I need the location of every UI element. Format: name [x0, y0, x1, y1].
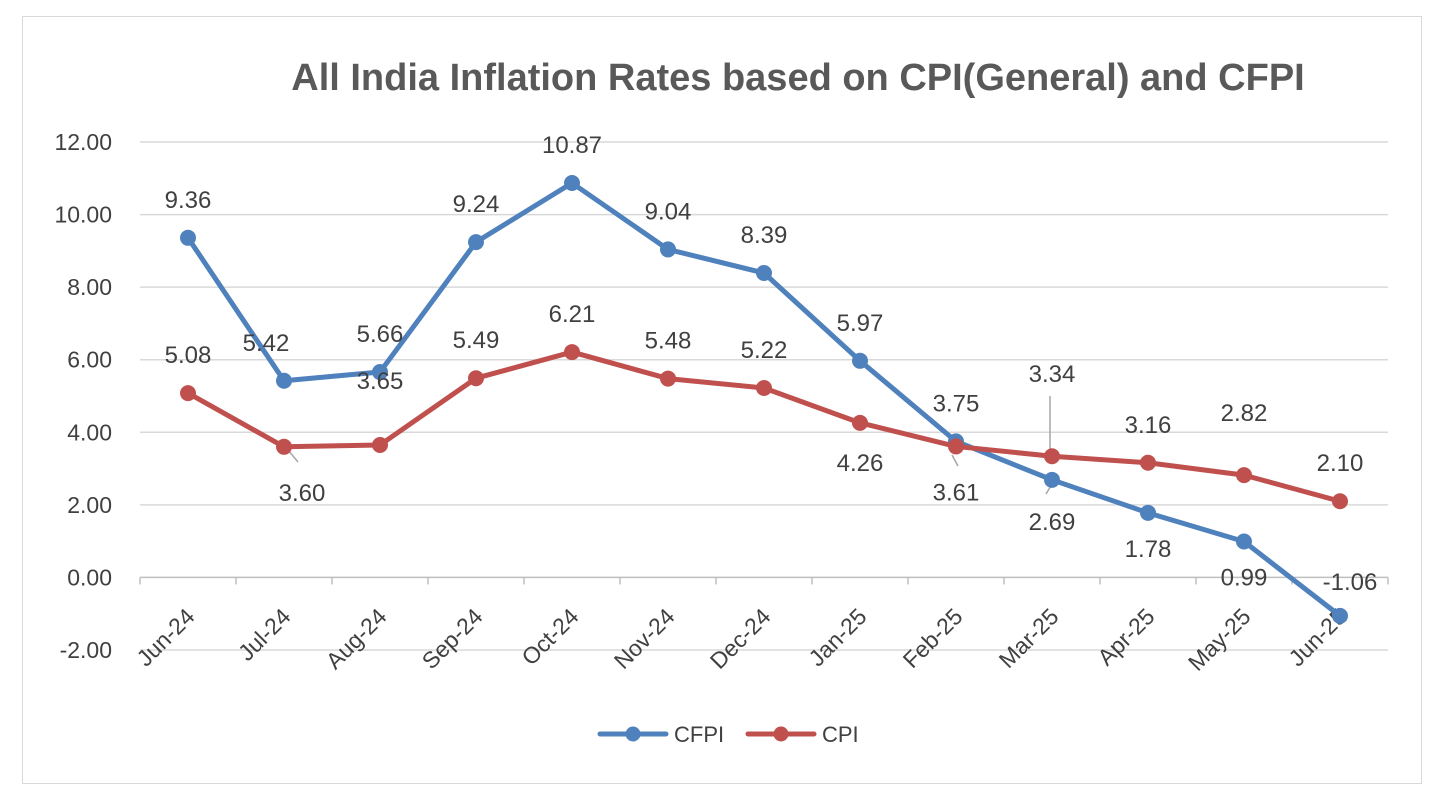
data-label-cfpi: 1.78 [1125, 536, 1172, 563]
data-label-cpi: 3.65 [357, 368, 404, 395]
data-point-cfpi [180, 229, 196, 246]
x-tick-label: Feb-25 [898, 603, 968, 673]
data-point-cfpi [660, 241, 676, 258]
data-label-cpi: 2.10 [1317, 450, 1364, 477]
data-label-cpi: 4.26 [837, 450, 884, 477]
data-label-cfpi: 2.69 [1029, 509, 1076, 536]
data-point-cpi [372, 436, 388, 453]
x-tick-label: Jun-24 [131, 603, 199, 671]
data-point-cfpi [276, 372, 292, 389]
x-tick-label: Oct-24 [516, 603, 583, 670]
legend-label-cfpi: CFPI [674, 722, 724, 747]
data-point-cpi [180, 385, 196, 402]
x-tick-label: Apr-25 [1092, 603, 1159, 670]
data-point-cpi [1140, 454, 1156, 471]
data-label-cfpi: 8.39 [741, 222, 788, 249]
data-label-cfpi: 5.66 [357, 321, 404, 348]
x-tick-label: Jan-25 [803, 603, 871, 671]
x-tick-label: Mar-25 [994, 603, 1064, 673]
data-label-cfpi: 0.99 [1221, 565, 1268, 592]
data-point-cfpi [468, 234, 484, 251]
data-label-cpi: 3.60 [279, 480, 326, 507]
x-tick-label: May-25 [1183, 603, 1256, 676]
data-point-cpi [276, 438, 292, 455]
chart-title: All India Inflation Rates based on CPI(G… [291, 57, 1304, 99]
series-lines [180, 175, 1348, 624]
data-point-cfpi [1236, 533, 1252, 550]
data-point-cfpi [1332, 607, 1348, 624]
data-point-cpi [948, 438, 964, 455]
data-point-cfpi [1140, 504, 1156, 521]
gridlines [139, 141, 1389, 651]
data-label-cpi: 5.48 [645, 328, 692, 355]
x-tick-label: Nov-24 [609, 603, 680, 674]
data-label-cfpi: -1.06 [1323, 569, 1378, 596]
data-label-cpi: 5.22 [741, 337, 788, 364]
legend-marker-cfpi [625, 726, 641, 742]
data-label-cfpi: 3.75 [933, 390, 980, 417]
legend-label-cpi: CPI [822, 722, 859, 747]
data-label-cfpi: 9.24 [453, 191, 500, 218]
data-point-cpi [660, 370, 676, 387]
data-point-cpi [468, 370, 484, 387]
data-label-cpi: 3.61 [933, 479, 980, 506]
data-label-cpi: 6.21 [549, 301, 596, 328]
data-point-cfpi [372, 364, 388, 381]
y-tick-label: 12.00 [54, 129, 112, 155]
data-label-cpi: 5.49 [453, 327, 500, 354]
chart-frame [22, 16, 1422, 784]
data-label-cfpi: 10.87 [542, 132, 602, 159]
x-tick-label: Sep-24 [417, 603, 488, 674]
data-label-cpi: 3.16 [1125, 412, 1172, 439]
data-point-cfpi [1044, 471, 1060, 488]
legend: CFPI CPI [597, 722, 859, 747]
data-point-cfpi [852, 352, 868, 369]
data-point-cfpi [756, 264, 772, 281]
y-tick-label: 8.00 [67, 274, 112, 300]
data-point-cpi [1236, 467, 1252, 484]
data-point-cfpi [564, 175, 580, 192]
data-label-cpi: 2.82 [1221, 400, 1268, 427]
data-point-cpi [756, 380, 772, 397]
data-label-cfpi: 5.97 [837, 310, 884, 337]
y-tick-label: 0.00 [67, 564, 112, 590]
legend-marker-cpi [773, 726, 789, 742]
x-tick-label: Jul-24 [233, 603, 296, 666]
data-point-cpi [1044, 448, 1060, 465]
data-label-cfpi: 9.36 [165, 187, 212, 214]
y-axis-ticks: -2.00 0.00 2.00 4.00 6.00 8.00 10.00 12.00 [54, 129, 112, 663]
y-tick-label: 10.00 [54, 202, 112, 228]
y-tick-label: 4.00 [67, 419, 112, 445]
data-label-cpi: 5.08 [165, 342, 212, 369]
data-label-cfpi: 5.42 [243, 330, 290, 357]
x-tick-label: Dec-24 [705, 603, 776, 674]
label-leader-line [951, 454, 959, 467]
data-labels: 9.36 5.42 5.66 9.24 10.87 9.04 8.39 5.97 3.75 2.6… [165, 132, 1378, 596]
data-point-cpi [1332, 493, 1348, 510]
y-tick-label: 6.00 [67, 347, 112, 373]
x-axis-ticks: Jun-24 Jul-24 Aug-24 Sep-24 Oct-24 Nov-24 Dec-… [131, 603, 1351, 676]
data-label-cpi: 3.34 [1029, 361, 1076, 388]
data-point-cpi [852, 414, 868, 431]
x-tick-label: Aug-24 [321, 603, 392, 674]
data-label-cfpi: 9.04 [645, 198, 692, 225]
y-tick-label: -2.00 [60, 637, 112, 663]
y-tick-label: 2.00 [67, 492, 112, 518]
data-point-cpi [564, 344, 580, 361]
